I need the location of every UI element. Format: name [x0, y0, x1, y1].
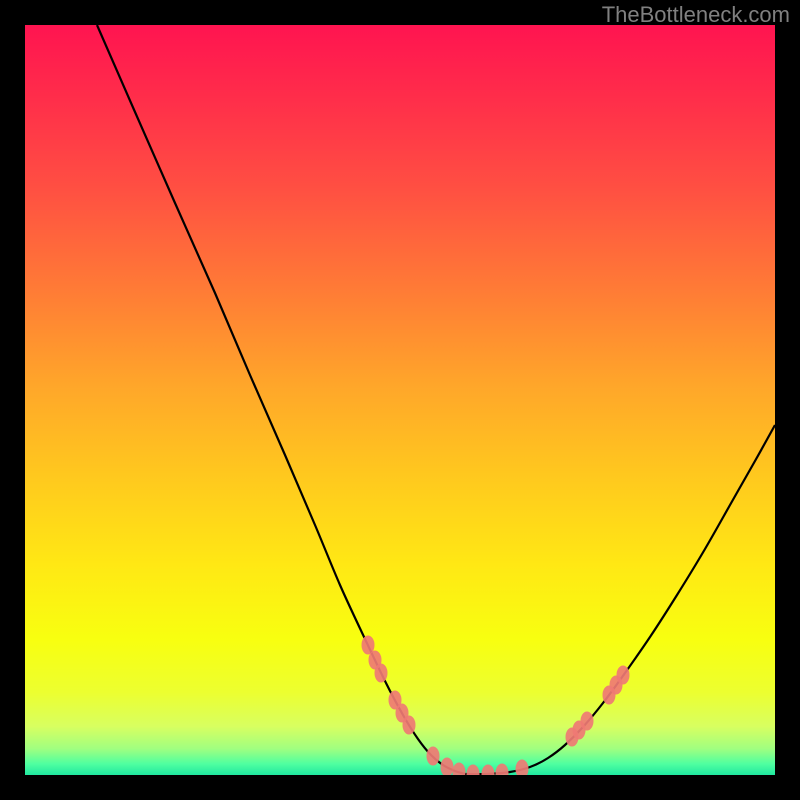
gradient-background: [25, 25, 775, 775]
marker-dot: [581, 712, 594, 731]
chart-svg: [25, 25, 775, 775]
marker-dot: [375, 664, 388, 683]
marker-dot: [403, 716, 416, 735]
marker-dot: [427, 747, 440, 766]
plot-area: [25, 25, 775, 775]
marker-dot: [617, 666, 630, 685]
watermark-text: TheBottleneck.com: [602, 2, 790, 28]
